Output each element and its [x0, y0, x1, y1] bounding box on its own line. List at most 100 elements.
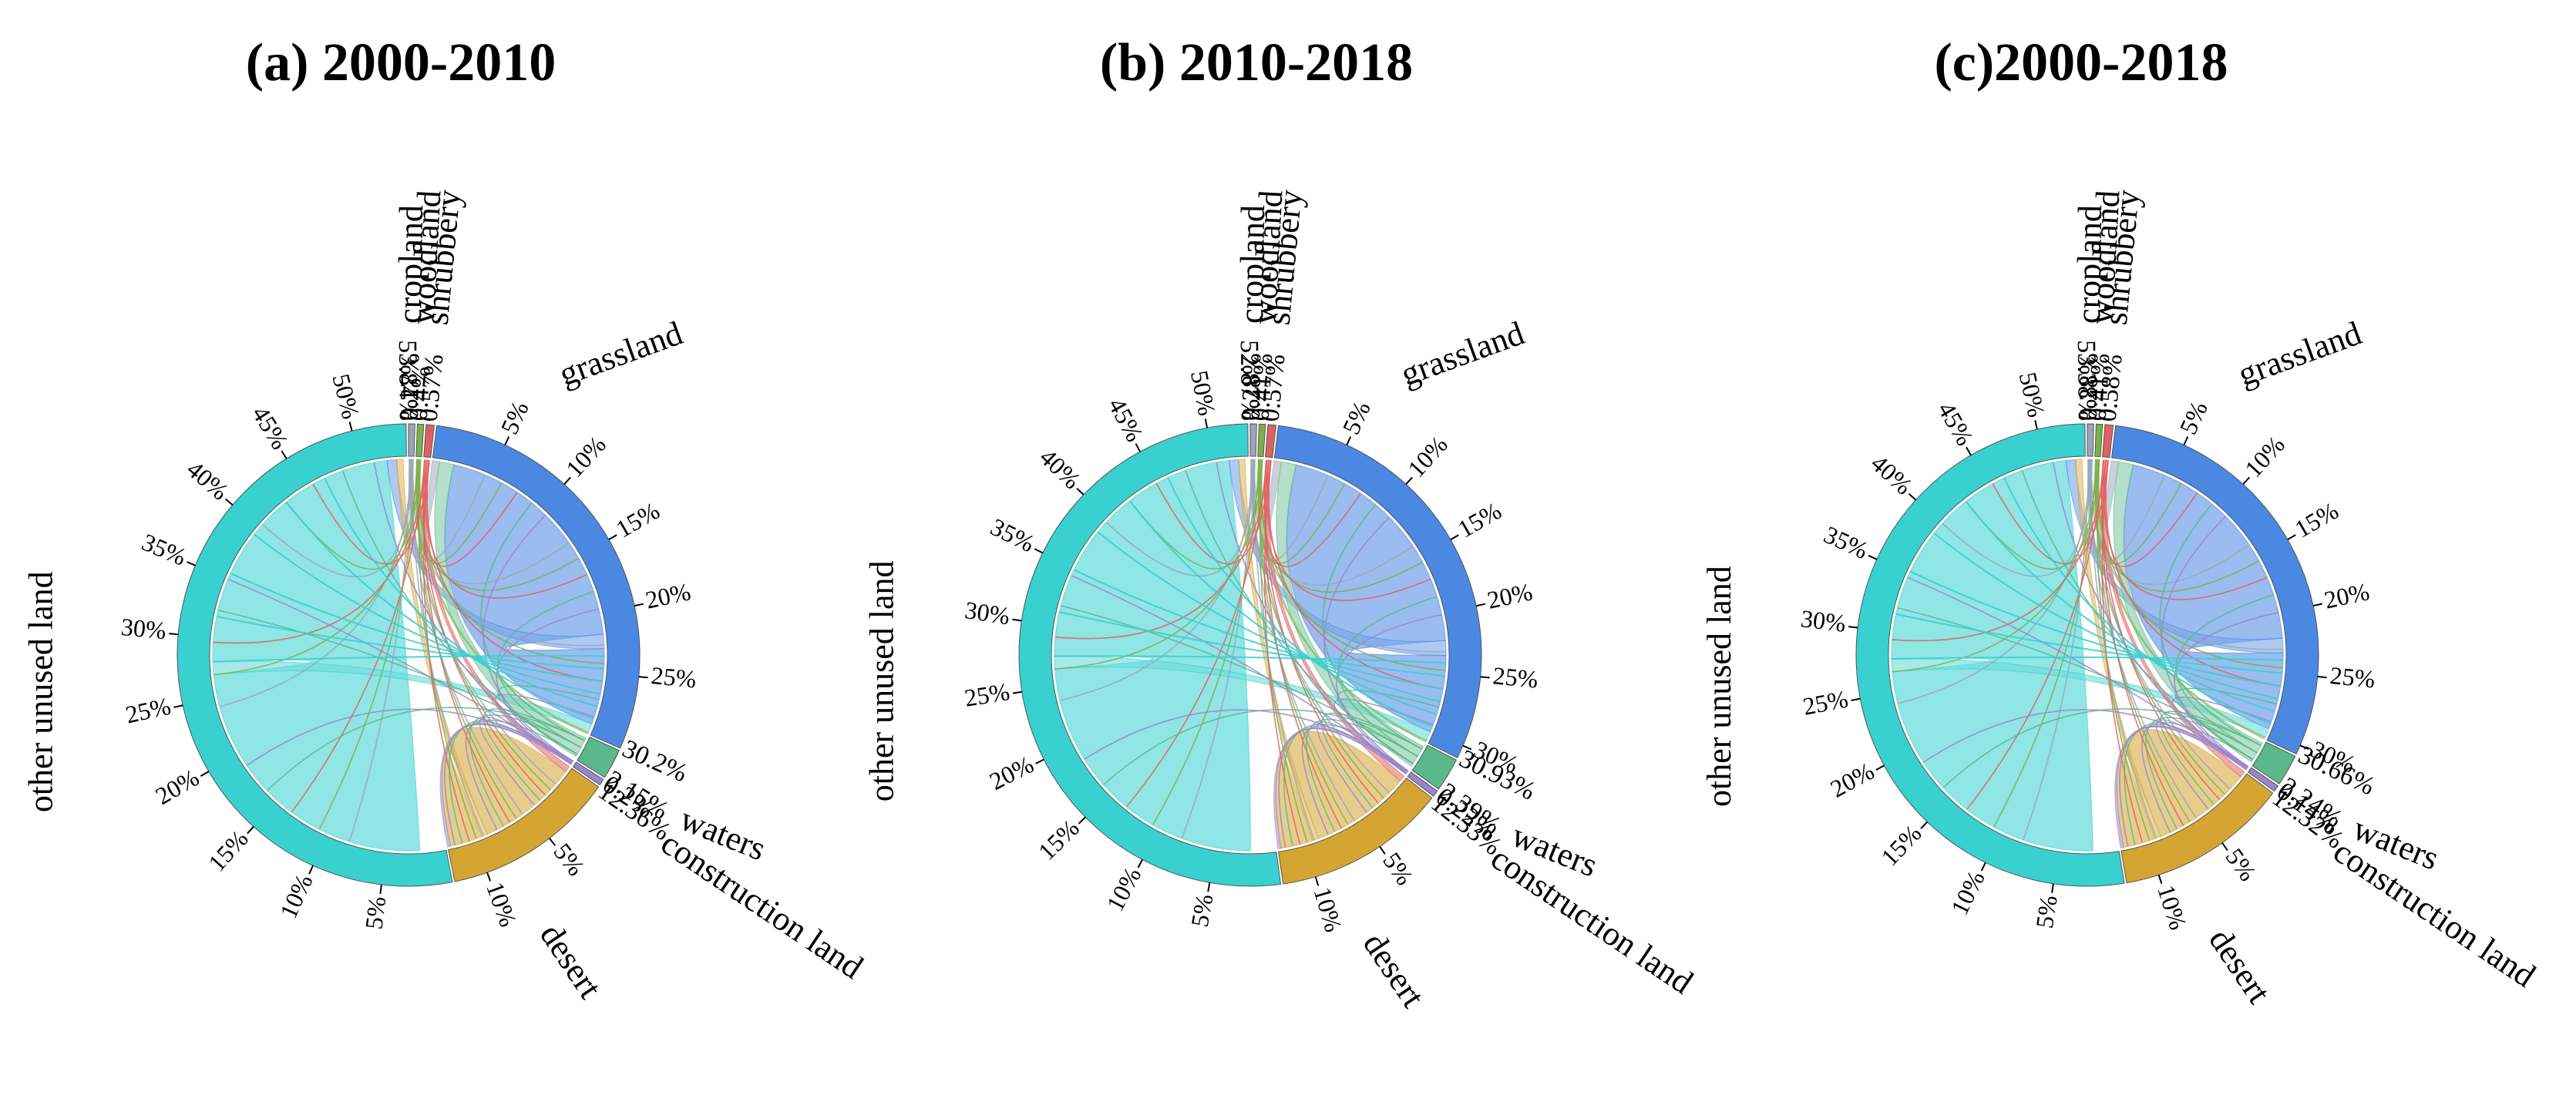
- chord-strand-shrubbery-to-grassland: [2105, 460, 2281, 687]
- chord-strand-woodland-to-other-unused-land: [1965, 459, 2100, 570]
- tick-label: 5%: [359, 895, 391, 931]
- tick: [1035, 758, 1044, 764]
- chord-strand-shrubbery-to-other-unused-land: [213, 460, 428, 644]
- chord-strand-other-unused-land-to-grassland: [230, 573, 603, 683]
- chord-strand-waters-to-other-unused-land: [2021, 470, 2254, 761]
- chord-strand-shrubbery-to-desert: [423, 460, 470, 842]
- chord-strand-construction-land-to-other-unused-land: [373, 462, 572, 765]
- chord-strand-cropland-to-other-unused-land: [262, 459, 414, 578]
- segment-cropland: [1249, 423, 1257, 457]
- category-label-woodland: woodland: [2083, 190, 2127, 325]
- chord-strand-shrubbery-to-grassland: [1268, 460, 1444, 690]
- chord-strand-woodland-to-other-unused-land: [214, 459, 420, 676]
- tick: [608, 534, 617, 540]
- chord-strand-waters-to-desert: [1306, 718, 1418, 832]
- chord-strand-waters-to-other-unused-land: [341, 470, 578, 755]
- tick: [1204, 418, 1209, 428]
- segment-construction-land: [2247, 767, 2279, 792]
- chord-strand-shrubbery-to-other-unused-land: [1992, 460, 2109, 565]
- tick-label: 15%: [2290, 496, 2343, 543]
- value-label-other-unused-land: 53.84%: [393, 340, 422, 421]
- category-label-desert: desert: [2201, 922, 2278, 1010]
- tick-label: 30%: [963, 596, 1011, 630]
- tick-label: 10%: [1402, 431, 1453, 483]
- chord-strand-construction-land-to-grassland: [1323, 516, 1409, 772]
- tick: [224, 498, 234, 506]
- tick-label: 50%: [327, 371, 365, 422]
- tick-label: 35%: [1820, 520, 1872, 564]
- chord-strand-cropland-to-grassland: [412, 459, 604, 647]
- value-label-other-unused-land: 52.87%: [1235, 340, 1264, 421]
- chord-strands: [1054, 459, 1446, 848]
- tick: [2242, 476, 2250, 485]
- value-label-woodland: 0.41%: [2083, 353, 2116, 422]
- tick-label: 5%: [495, 397, 534, 438]
- chord-strand-construction-land-to-other-unused-land: [1216, 462, 1407, 774]
- tick-label: 5%: [1377, 848, 1419, 891]
- chord-strand-woodland-to-other-unused-land: [1054, 459, 1262, 670]
- chord-strands: [1892, 459, 2283, 847]
- chord-strand-waters-to-desert: [483, 708, 585, 801]
- chord-strand-waters-to-desert: [1321, 712, 1423, 808]
- category-label-desert: desert: [1356, 926, 1432, 1014]
- tick: [2312, 603, 2323, 607]
- chart-title: (a) 2000-2010: [246, 33, 556, 92]
- chord-strand-waters-to-other-unused-land: [267, 707, 585, 791]
- tick-label: 15%: [1875, 819, 1927, 871]
- tick-label: 25%: [650, 661, 698, 693]
- value-label-cropland: 0.28%: [1237, 353, 1266, 421]
- chord-link-grassland-to-other-unused-land: [1228, 459, 1447, 657]
- chord-strand-woodland-to-other-unused-land: [1993, 459, 2097, 828]
- tick-label: 35%: [138, 528, 190, 571]
- tick-label: 25%: [1491, 661, 1539, 693]
- tick: [1920, 821, 1929, 829]
- tick-label: 25%: [963, 677, 1012, 712]
- chord-panel-b: (b) 2010-20185%10%15%20%25%30%5%10%5%10%…: [863, 33, 1700, 1014]
- segment-other-unused-land: [1018, 423, 1282, 887]
- segment-cropland: [408, 423, 415, 457]
- chord-strand-other-unused-land-to-grassland: [1892, 656, 2283, 661]
- chord-strand-waters-to-other-unused-land: [1897, 606, 2258, 754]
- tick: [379, 884, 382, 894]
- tick: [2157, 875, 2163, 885]
- tick: [2034, 420, 2038, 430]
- segment-waters: [1411, 744, 1458, 790]
- tick: [1875, 764, 1885, 771]
- tick-label: 10%: [274, 870, 318, 922]
- segment-waters: [2251, 741, 2296, 785]
- tick: [1314, 876, 1320, 886]
- chord-link-other-unused-land-to-grassland: [212, 660, 593, 733]
- tick-label: 10%: [481, 879, 523, 930]
- tick: [1346, 436, 1352, 445]
- segment-construction-land: [1407, 771, 1438, 797]
- chord-strand-shrubbery-to-desert: [1264, 460, 1301, 845]
- chord-strand-waters-to-desert: [2124, 721, 2254, 845]
- tick-label: 35%: [987, 512, 1040, 557]
- chord-strand-construction-land-to-other-unused-land: [1071, 575, 1407, 773]
- chord-strand-other-unused-land-to-grassland: [213, 655, 605, 663]
- tick: [1076, 487, 1085, 496]
- chord-strand-other-unused-land-to-grassland: [1097, 531, 1441, 703]
- chord-strand-waters-to-desert: [1283, 724, 1414, 847]
- tick: [1078, 816, 1086, 825]
- chord-panel-c: (c)2000-20185%10%15%20%25%30%5%10%5%10%1…: [1700, 33, 2542, 1010]
- tick: [2221, 842, 2228, 852]
- chord-strand-construction-land-to-desert: [444, 724, 572, 845]
- value-label-cropland: 0.28%: [2074, 353, 2104, 421]
- chord-strand-shrubbery-to-other-unused-land: [1155, 460, 1272, 565]
- chord-strand-other-unused-land-to-grassland: [254, 533, 601, 695]
- chord-strand-waters-to-desert: [2160, 711, 2262, 805]
- tick-label: 25%: [2329, 661, 2376, 693]
- tick-label: 25%: [1801, 684, 1850, 720]
- tick-label: 15%: [1453, 496, 1506, 543]
- tick: [1462, 744, 1472, 751]
- tick: [1868, 554, 1878, 560]
- tick-label: 20%: [643, 577, 693, 614]
- tick: [1012, 690, 1022, 694]
- tick-label: 20%: [1485, 577, 1535, 614]
- tick-label: 40%: [182, 455, 234, 505]
- chart-title: (b) 2010-2018: [1100, 33, 1413, 92]
- tick: [504, 436, 510, 445]
- tick-label: 20%: [150, 763, 203, 810]
- tick: [2183, 436, 2189, 445]
